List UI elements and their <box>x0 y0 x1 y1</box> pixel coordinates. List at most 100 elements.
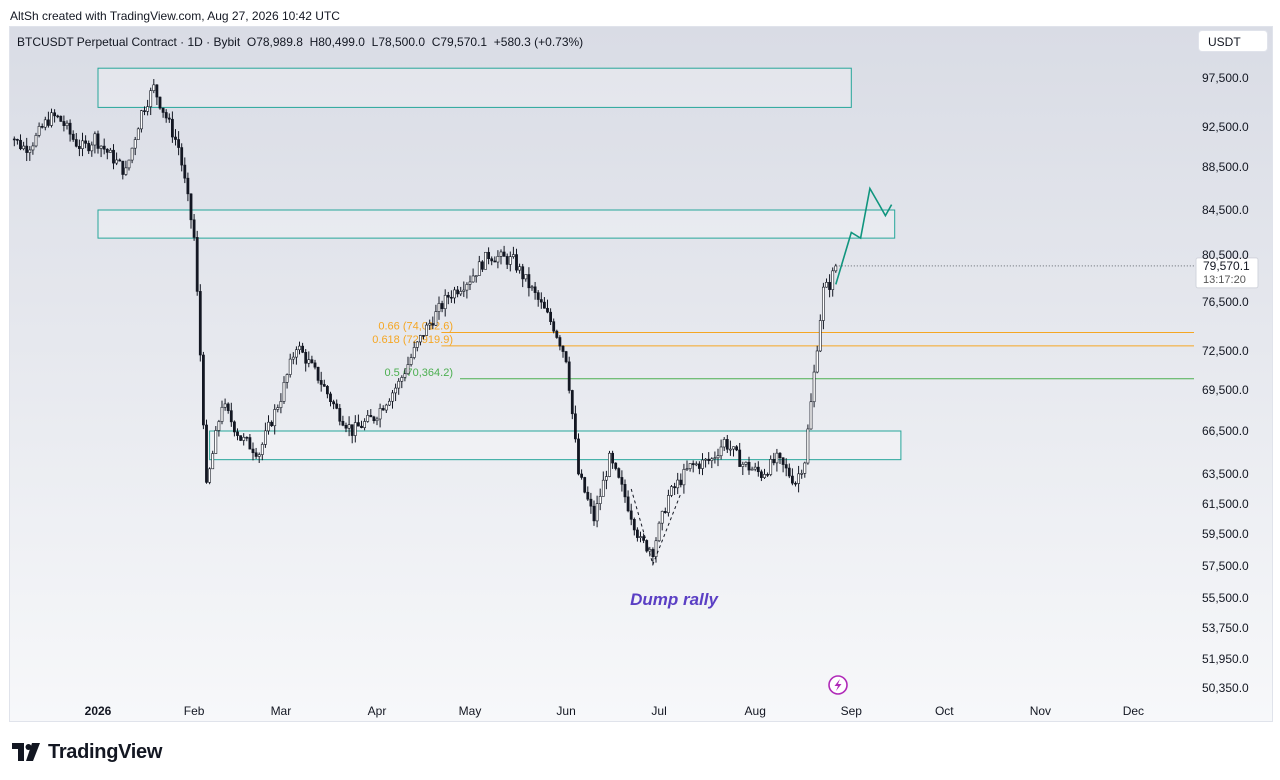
candle-body <box>140 110 143 130</box>
candle-body <box>784 464 788 469</box>
candle <box>415 341 419 352</box>
candle <box>456 285 460 298</box>
candle-body <box>527 274 531 289</box>
candle-body <box>229 410 233 423</box>
candle <box>614 462 618 471</box>
candle <box>732 446 735 457</box>
candle-body <box>728 448 732 451</box>
candle-body <box>102 145 106 150</box>
candle-body <box>112 149 115 164</box>
candle-body <box>741 464 745 467</box>
candle <box>756 461 760 477</box>
candle <box>301 342 305 354</box>
candle-body <box>601 479 605 497</box>
tradingview-logo-icon <box>12 743 40 761</box>
candle <box>325 384 329 399</box>
candle-body <box>648 549 652 552</box>
candle-body <box>595 503 599 522</box>
candle-body <box>202 354 205 426</box>
legend-low: L78,500.0 <box>371 35 426 49</box>
candle <box>313 359 317 370</box>
candle-body <box>511 254 515 257</box>
candle-body <box>694 463 698 466</box>
candle <box>43 116 47 131</box>
candle <box>381 405 385 411</box>
price-tick-label: 50,350.0 <box>1202 681 1249 695</box>
candle-body <box>171 118 174 138</box>
candle-body <box>394 387 398 394</box>
candle-body <box>19 139 22 150</box>
brand-name: TradingView <box>48 740 163 763</box>
candle <box>161 107 165 118</box>
dump-rally-annotation: Dump rally <box>630 590 719 609</box>
candle-body <box>285 374 289 383</box>
candle <box>425 322 429 336</box>
candle-body <box>549 311 553 322</box>
candle-body <box>738 449 742 467</box>
candle-body <box>412 347 416 358</box>
candle-body <box>456 289 460 295</box>
candle-body <box>530 286 534 289</box>
candle-body <box>487 251 491 260</box>
candle-body <box>750 468 754 471</box>
tradingview-brand[interactable]: TradingView <box>12 740 162 764</box>
candle <box>446 291 450 305</box>
candle <box>558 335 562 351</box>
candle <box>149 87 153 116</box>
candle <box>422 335 425 340</box>
candle <box>90 141 94 157</box>
candle <box>831 267 835 297</box>
candle-body <box>803 462 807 474</box>
candle <box>99 145 103 158</box>
candle-body <box>682 469 686 486</box>
candle-body <box>707 458 711 461</box>
candle <box>279 393 283 414</box>
candle-body <box>270 421 274 427</box>
candle-body <box>521 266 525 280</box>
candle-body <box>332 401 336 405</box>
candle-body <box>533 286 537 293</box>
candle-body <box>158 96 162 109</box>
candle <box>825 278 828 288</box>
candle <box>53 109 57 123</box>
supply-demand-zone <box>97 209 896 239</box>
candle-body <box>124 167 128 175</box>
candle <box>815 345 819 374</box>
candle-body <box>46 119 50 126</box>
candle-body <box>484 251 487 270</box>
candle-body <box>800 473 804 475</box>
candle <box>803 461 807 478</box>
candle-body <box>186 177 190 195</box>
candle <box>707 452 711 465</box>
candle <box>518 263 522 274</box>
candle-body <box>477 261 481 276</box>
candle-body <box>254 452 258 457</box>
candle <box>276 404 280 413</box>
candle <box>666 489 670 517</box>
candle <box>536 290 540 307</box>
candle-body <box>248 437 252 450</box>
candle-body <box>821 286 825 321</box>
candle-body <box>635 529 639 538</box>
candle <box>546 299 549 314</box>
candle <box>350 424 354 444</box>
candle <box>620 470 624 492</box>
candle-body <box>130 147 134 161</box>
candle <box>474 275 478 283</box>
candle <box>347 416 351 437</box>
candle-body <box>462 289 466 292</box>
last-price-tag <box>1195 257 1259 289</box>
candle-body <box>611 452 615 464</box>
candle <box>694 461 698 467</box>
candle <box>549 308 553 325</box>
candle-body <box>797 473 801 484</box>
candle-body <box>356 422 360 427</box>
candle <box>477 255 481 276</box>
candle <box>626 490 630 513</box>
candle <box>19 134 22 151</box>
candle <box>443 289 447 317</box>
candle-body <box>329 393 332 402</box>
currency-button[interactable]: USDT <box>1198 30 1268 52</box>
candle-body <box>719 446 723 457</box>
